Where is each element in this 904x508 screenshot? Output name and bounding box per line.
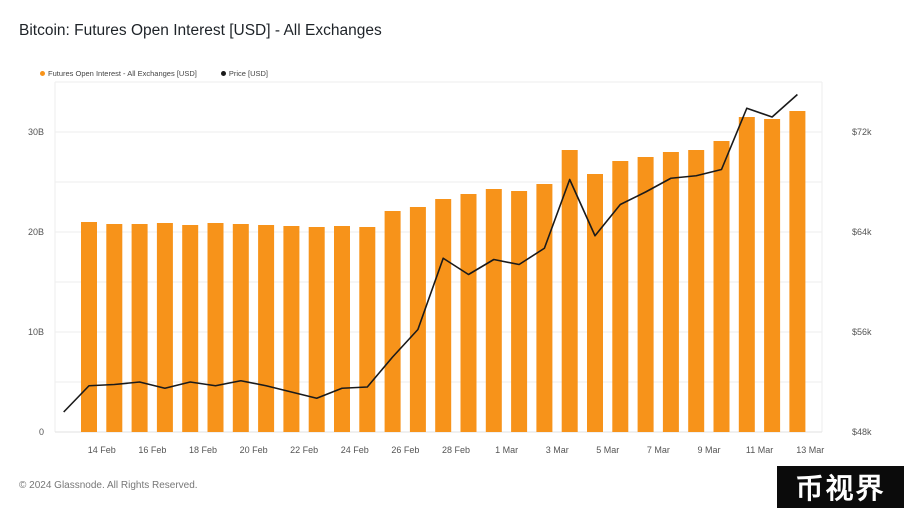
bar xyxy=(308,227,325,432)
chart-area: 0 10B 20B 30B $48k $56k $64k $72k 14 Feb 16 Feb… xyxy=(28,81,872,455)
y-axis-right: $48k $56k $64k $72k xyxy=(852,127,872,437)
x-tick-label: 11 Mar xyxy=(746,445,773,455)
x-tick-label: 28 Feb xyxy=(442,445,470,455)
bar xyxy=(460,194,477,432)
bar xyxy=(536,184,553,432)
y-left-tick-label: 30B xyxy=(28,127,44,137)
y-right-tick-label: $72k xyxy=(852,127,872,137)
bar xyxy=(764,119,781,432)
bar xyxy=(156,223,173,432)
bar xyxy=(131,224,148,432)
x-tick-label: 9 Mar xyxy=(697,445,720,455)
y-right-tick-label: $64k xyxy=(852,227,872,237)
legend-item-price[interactable]: Price [USD] xyxy=(220,69,269,78)
bar xyxy=(511,191,528,432)
x-tick-label: 5 Mar xyxy=(596,445,619,455)
legend-swatch-black xyxy=(220,71,226,76)
watermark-logo: 币视界 xyxy=(777,466,904,508)
bar xyxy=(384,211,401,432)
bar xyxy=(182,225,199,432)
bar xyxy=(106,224,123,432)
bar-series xyxy=(81,111,806,432)
x-tick-label: 18 Feb xyxy=(189,445,217,455)
x-tick-label: 13 Mar xyxy=(796,445,824,455)
bar xyxy=(612,161,629,432)
bar xyxy=(334,226,350,432)
y-left-tick-label: 20B xyxy=(28,227,44,237)
x-tick-label: 20 Feb xyxy=(240,445,268,455)
chart-title: Bitcoin: Futures Open Interest [USD] - A… xyxy=(19,22,382,39)
price-line xyxy=(63,93,798,413)
bar xyxy=(587,174,603,432)
bar xyxy=(713,141,730,432)
x-tick-label: 24 Feb xyxy=(341,445,369,455)
bar xyxy=(359,227,376,432)
bar xyxy=(561,150,578,432)
legend-label-open-interest: Futures Open Interest - All Exchanges [U… xyxy=(48,69,197,78)
bar xyxy=(283,226,300,432)
y-left-tick-label: 0 xyxy=(39,427,44,437)
bar xyxy=(637,157,654,432)
bar xyxy=(207,223,224,432)
legend-label-price: Price [USD] xyxy=(228,69,269,78)
x-tick-label: 16 Feb xyxy=(138,445,166,455)
bar xyxy=(688,150,705,432)
price-series xyxy=(63,93,798,413)
legend-swatch-orange xyxy=(40,71,45,76)
bar xyxy=(789,111,806,432)
bar xyxy=(232,224,249,432)
legend-item-open-interest[interactable]: Futures Open Interest - All Exchanges [U… xyxy=(40,69,197,78)
x-tick-label: 26 Feb xyxy=(391,445,419,455)
y-right-tick-label: $48k xyxy=(852,427,872,437)
x-tick-label: 1 Mar xyxy=(495,445,518,455)
legend: Futures Open Interest - All Exchanges [U… xyxy=(40,69,292,78)
bar xyxy=(435,199,452,432)
y-left-tick-label: 10B xyxy=(28,327,44,337)
bar xyxy=(738,117,755,432)
bar xyxy=(409,207,426,432)
x-tick-label: 7 Mar xyxy=(647,445,670,455)
bar xyxy=(81,222,97,432)
y-axis-left: 0 10B 20B 30B xyxy=(28,127,44,437)
x-tick-label: 3 Mar xyxy=(546,445,569,455)
x-tick-label: 22 Feb xyxy=(290,445,318,455)
copyright-text: © 2024 Glassnode. All Rights Reserved. xyxy=(19,480,198,491)
bar xyxy=(485,189,502,432)
x-tick-label: 14 Feb xyxy=(88,445,116,455)
x-axis: 14 Feb 16 Feb 18 Feb 20 Feb 22 Feb 24 Feb 26 F… xyxy=(88,445,824,455)
bar xyxy=(662,152,679,432)
bar xyxy=(258,225,275,432)
y-right-tick-label: $56k xyxy=(852,327,872,337)
